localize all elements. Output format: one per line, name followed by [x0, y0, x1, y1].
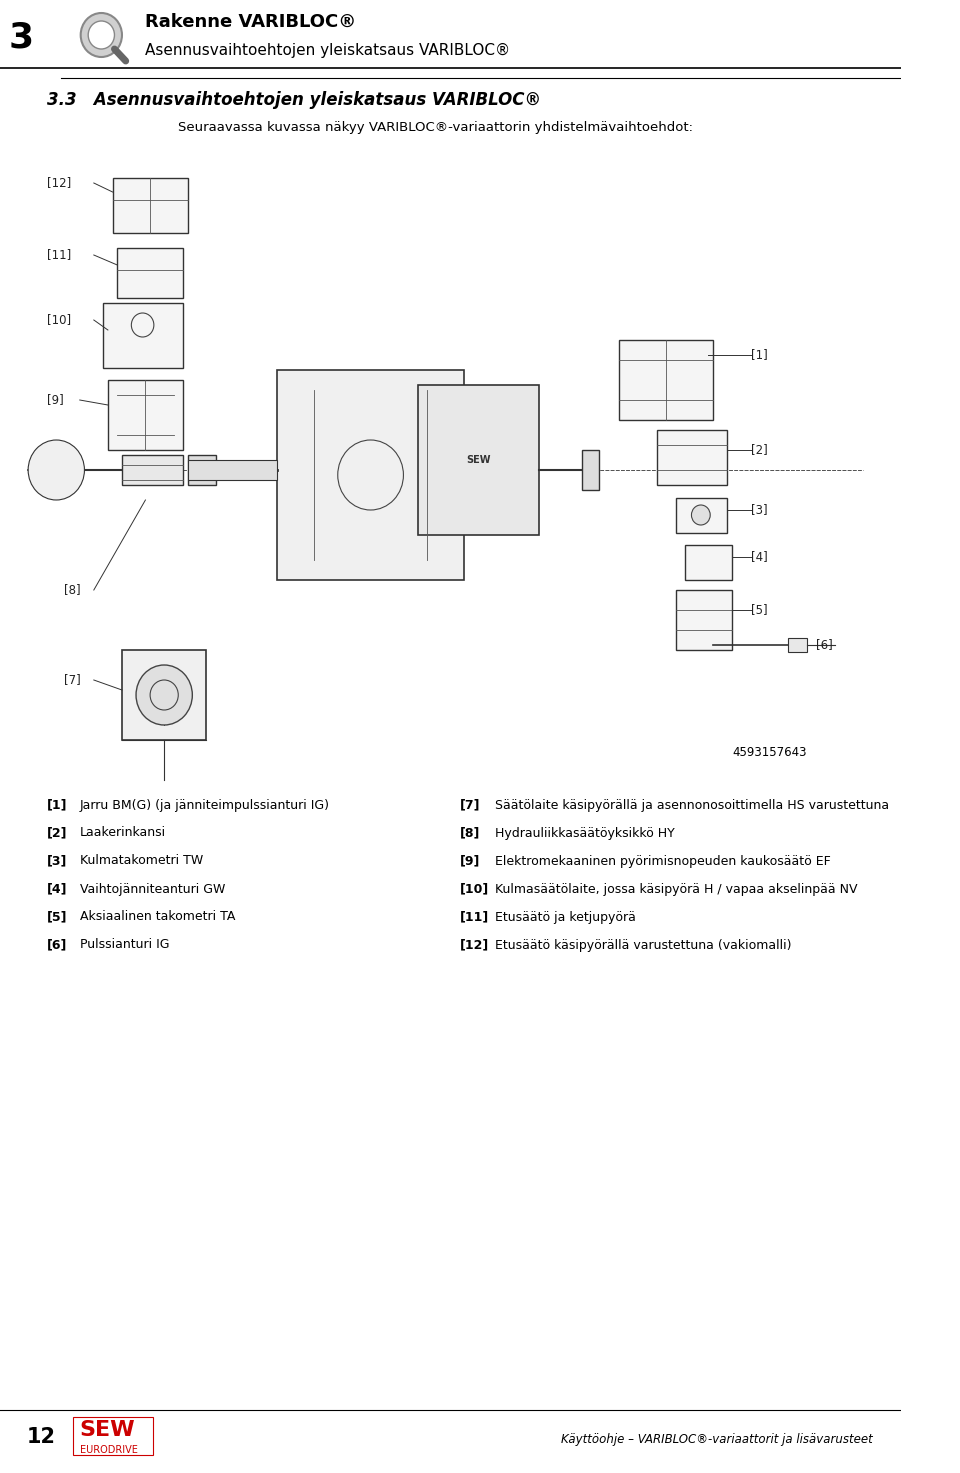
Text: SEW: SEW: [80, 1420, 135, 1441]
Bar: [187, 460, 276, 480]
Text: 4593157643: 4593157643: [732, 745, 806, 759]
Bar: [788, 638, 806, 653]
Text: Kulmatakometri TW: Kulmatakometri TW: [80, 854, 203, 868]
Text: 3: 3: [8, 21, 34, 55]
Circle shape: [136, 664, 192, 725]
Text: [3]: [3]: [751, 504, 767, 517]
Bar: [582, 449, 599, 491]
Text: [7]: [7]: [460, 798, 480, 812]
Bar: [657, 430, 727, 485]
Circle shape: [28, 440, 84, 499]
Text: Vaihtojänniteanturi GW: Vaihtojänniteanturi GW: [80, 882, 226, 896]
Text: [9]: [9]: [460, 854, 480, 868]
Text: Kulmasäätölaite, jossa käsipyörä H / vapaa akselinpää NV: Kulmasäätölaite, jossa käsipyörä H / vap…: [495, 882, 858, 896]
Text: SEW: SEW: [467, 455, 491, 465]
Text: [6]: [6]: [47, 938, 67, 952]
Text: [5]: [5]: [47, 910, 67, 924]
Bar: [676, 591, 732, 650]
Text: Aksiaalinen takometri TA: Aksiaalinen takometri TA: [80, 910, 235, 924]
Bar: [104, 303, 183, 368]
Text: [10]: [10]: [460, 882, 489, 896]
Text: [4]: [4]: [751, 551, 767, 564]
Text: Etusäätö käsipyörällä varustettuna (vakiomalli): Etusäätö käsipyörällä varustettuna (vaki…: [495, 938, 792, 952]
Text: [1]: [1]: [751, 349, 767, 361]
Text: Asennusvaihtoehtojen yleiskatsaus VARIBLOC®: Asennusvaihtoehtojen yleiskatsaus VARIBL…: [145, 43, 511, 57]
Text: Laakerinkansi: Laakerinkansi: [80, 826, 166, 840]
Bar: [112, 178, 187, 233]
Text: [4]: [4]: [47, 882, 67, 896]
Text: [1]: [1]: [47, 798, 67, 812]
Text: Käyttöohje – VARIBLOC®-variaattorit ja lisävarusteet: Käyttöohje – VARIBLOC®-variaattorit ja l…: [561, 1433, 873, 1446]
Text: Pulssianturi IG: Pulssianturi IG: [80, 938, 169, 952]
Text: [3]: [3]: [47, 854, 67, 868]
Text: Etusäätö ja ketjupyörä: Etusäätö ja ketjupyörä: [495, 910, 636, 924]
Bar: [108, 380, 183, 449]
Bar: [676, 498, 727, 533]
Text: [10]: [10]: [47, 314, 71, 327]
Bar: [73, 1417, 153, 1455]
Text: [9]: [9]: [47, 393, 63, 407]
Text: [8]: [8]: [63, 583, 81, 597]
Text: [12]: [12]: [460, 938, 489, 952]
Text: [2]: [2]: [751, 443, 767, 457]
Text: [12]: [12]: [47, 177, 71, 190]
Text: Elektromekaaninen pyörimisnopeuden kaukosäätö EF: Elektromekaaninen pyörimisnopeuden kauko…: [495, 854, 831, 868]
Text: [5]: [5]: [751, 604, 767, 617]
Text: [2]: [2]: [47, 826, 67, 840]
Text: 3.3   Asennusvaihtoehtojen yleiskatsaus VARIBLOC®: 3.3 Asennusvaihtoehtojen yleiskatsaus VA…: [47, 91, 541, 109]
Bar: [276, 370, 465, 580]
Circle shape: [88, 21, 114, 49]
Text: Säätölaite käsipyörällä ja asennonosoittimella HS varustettuna: Säätölaite käsipyörällä ja asennonosoitt…: [495, 798, 890, 812]
Text: Jarru BM(G) (ja jänniteimpulssianturi IG): Jarru BM(G) (ja jänniteimpulssianturi IG…: [80, 798, 329, 812]
Text: Hydrauliikkasäätöyksikkö HY: Hydrauliikkasäätöyksikkö HY: [495, 826, 675, 840]
Text: [11]: [11]: [460, 910, 489, 924]
Text: [11]: [11]: [47, 249, 71, 262]
Bar: [187, 455, 216, 485]
Bar: [619, 340, 713, 420]
Bar: [122, 455, 183, 485]
Circle shape: [81, 13, 122, 57]
Text: Rakenne VARIBLOC®: Rakenne VARIBLOC®: [145, 13, 357, 31]
Circle shape: [691, 505, 710, 524]
Text: [6]: [6]: [816, 638, 833, 651]
Text: EURODRIVE: EURODRIVE: [80, 1445, 137, 1455]
Text: Seuraavassa kuvassa näkyy VARIBLOC®-variaattorin yhdistelmävaihtoehdot:: Seuraavassa kuvassa näkyy VARIBLOC®-vari…: [179, 121, 693, 134]
Text: [7]: [7]: [63, 673, 81, 686]
Bar: [418, 384, 540, 535]
Bar: [117, 247, 183, 298]
Bar: [122, 650, 206, 739]
Text: 12: 12: [26, 1427, 56, 1446]
Bar: [684, 545, 732, 580]
Text: [8]: [8]: [460, 826, 480, 840]
